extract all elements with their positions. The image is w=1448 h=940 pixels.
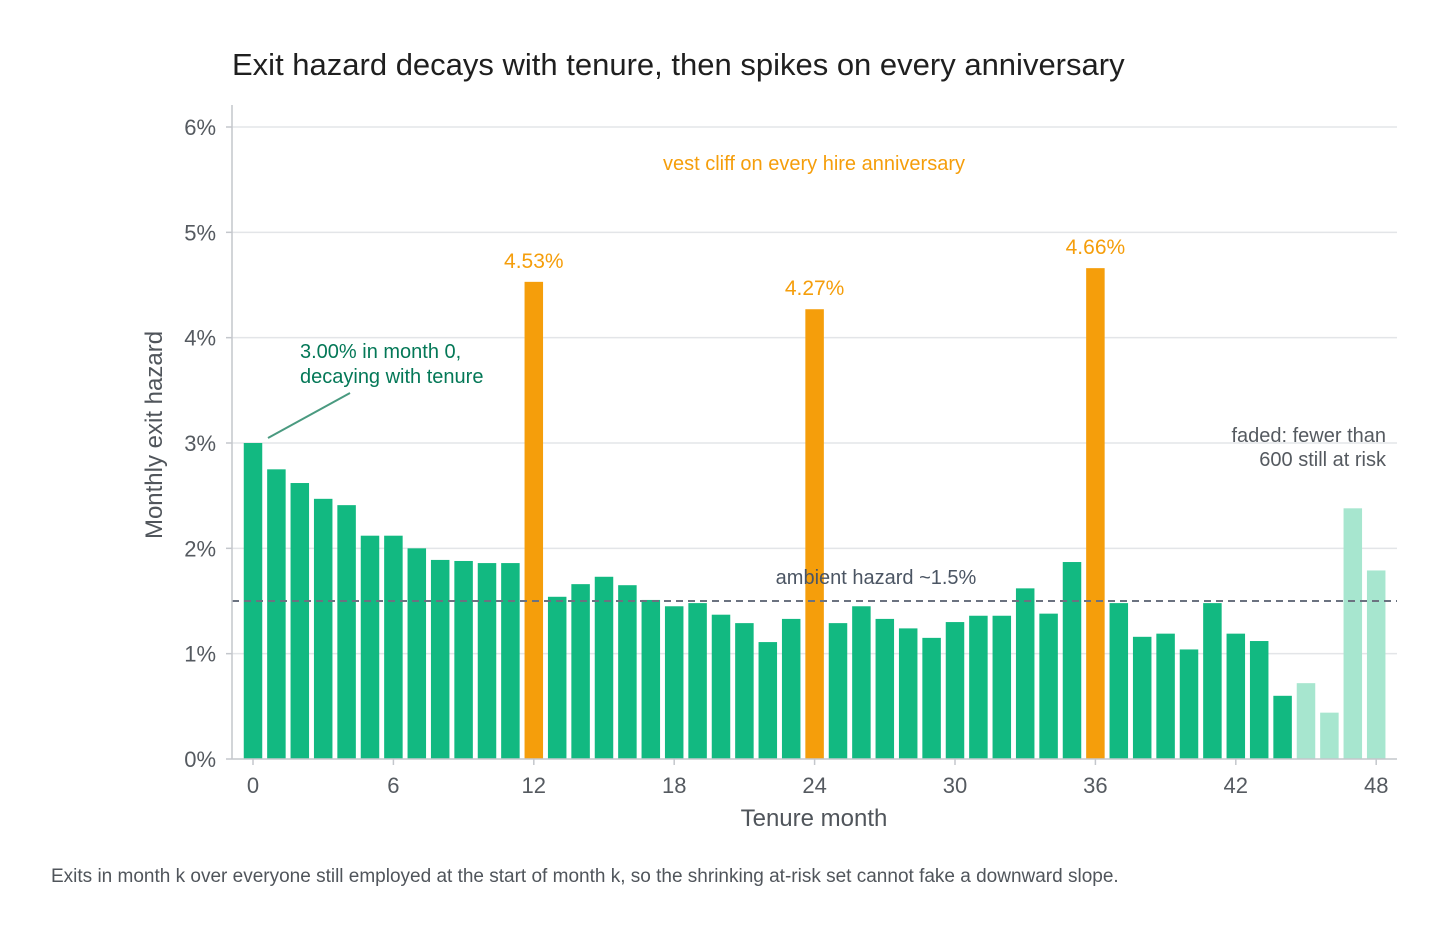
data-label-month-36: 4.66% [1066, 236, 1126, 259]
bar-month-16 [618, 585, 637, 759]
x-tick-label: 12 [522, 773, 546, 798]
x-tick-label: 0 [247, 773, 259, 798]
bar-month-35 [1062, 562, 1082, 759]
x-tick-label: 6 [387, 773, 399, 798]
bar-month-14 [571, 584, 590, 759]
bar-month-15 [594, 576, 614, 759]
bar-month-25 [828, 623, 848, 759]
bar-month-3 [313, 498, 333, 759]
data-label-month-24: 4.27% [785, 277, 845, 300]
bar-month-2 [290, 483, 310, 759]
y-axis-ticks: 0% 1% 2% 3% 4% 5% 6% [184, 115, 232, 772]
data-labels: 4.53% 4.27% 4.66% [504, 236, 1125, 300]
bar-month-41 [1203, 603, 1222, 759]
x-tick-label: 36 [1083, 773, 1107, 798]
bar-month-39 [1156, 633, 1175, 759]
faded-bar-month-45 [1296, 683, 1316, 759]
bar-month-18 [664, 606, 684, 759]
bar-month-4 [337, 505, 356, 759]
bar-month-11 [501, 563, 520, 759]
y-tick-label: 4% [184, 326, 216, 351]
anniversary-bar-month-24 [805, 309, 824, 759]
anniversary-bar-month-36 [1086, 268, 1105, 759]
start-annotation-line1: 3.00% in month 0, [300, 341, 461, 363]
x-tick-label: 30 [943, 773, 967, 798]
bar-month-30 [945, 622, 965, 759]
faded-bar-month-46 [1320, 712, 1339, 759]
bar-month-8 [430, 559, 450, 759]
faded-bar-month-47 [1343, 508, 1363, 759]
bar-month-42 [1226, 633, 1246, 759]
bar-month-6 [384, 535, 403, 759]
faded-annotation-line2: 600 still at risk [1259, 449, 1387, 471]
cliff-annotation: vest cliff on every hire anniversary [663, 153, 965, 175]
bars [243, 268, 1386, 759]
bar-month-28 [898, 628, 918, 759]
x-tick-label: 18 [662, 773, 686, 798]
start-annotation-pointer [267, 392, 351, 439]
y-tick-label: 1% [184, 642, 216, 667]
x-tick-label: 42 [1224, 773, 1248, 798]
bar-month-22 [758, 642, 778, 759]
bar-month-34 [1039, 613, 1058, 759]
ambient-hazard-label: ambient hazard ~1.5% [776, 567, 977, 589]
bar-month-5 [360, 535, 380, 759]
bar-month-9 [454, 560, 473, 759]
bar-month-17 [641, 599, 661, 759]
bar-month-0 [243, 443, 263, 759]
bar-month-20 [711, 614, 731, 759]
bar-month-29 [922, 637, 941, 759]
bar-month-23 [781, 618, 801, 759]
bar-month-40 [1179, 649, 1199, 759]
anniversary-bar-month-12 [524, 281, 544, 759]
bar-month-10 [477, 563, 497, 759]
bar-month-13 [547, 596, 567, 759]
bar-month-27 [875, 618, 895, 759]
bar-month-37 [1109, 603, 1129, 759]
bar-month-38 [1132, 636, 1152, 759]
x-tick-label: 24 [802, 773, 826, 798]
y-tick-label: 6% [184, 115, 216, 140]
chart-title: Exit hazard decays with tenure, then spi… [232, 47, 1125, 82]
y-tick-label: 5% [184, 220, 216, 245]
x-tick-label: 48 [1364, 773, 1388, 798]
data-label-month-12: 4.53% [504, 250, 564, 273]
y-axis-label: Monthly exit hazard [141, 331, 168, 539]
bar-month-19 [688, 603, 707, 759]
bar-month-26 [852, 606, 871, 759]
bar-month-1 [267, 469, 286, 759]
x-axis-label: Tenure month [741, 805, 888, 832]
bar-month-43 [1249, 641, 1269, 759]
bar-month-7 [407, 548, 427, 759]
bar-month-21 [735, 623, 754, 759]
start-annotation-line2: decaying with tenure [300, 366, 483, 388]
y-tick-label: 2% [184, 536, 216, 561]
faded-bar-month-48 [1366, 570, 1386, 759]
y-tick-label: 3% [184, 431, 216, 456]
bar-month-32 [992, 615, 1012, 759]
bar-month-33 [1015, 588, 1035, 759]
y-tick-label: 0% [184, 747, 216, 772]
x-axis-ticks: 0 6 12 18 24 30 36 42 48 [247, 759, 1388, 798]
chart-caption: Exits in month k over everyone still emp… [51, 866, 1119, 887]
bar-month-31 [969, 615, 988, 759]
bar-month-44 [1273, 695, 1292, 759]
faded-annotation-line1: faded: fewer than [1231, 425, 1386, 447]
